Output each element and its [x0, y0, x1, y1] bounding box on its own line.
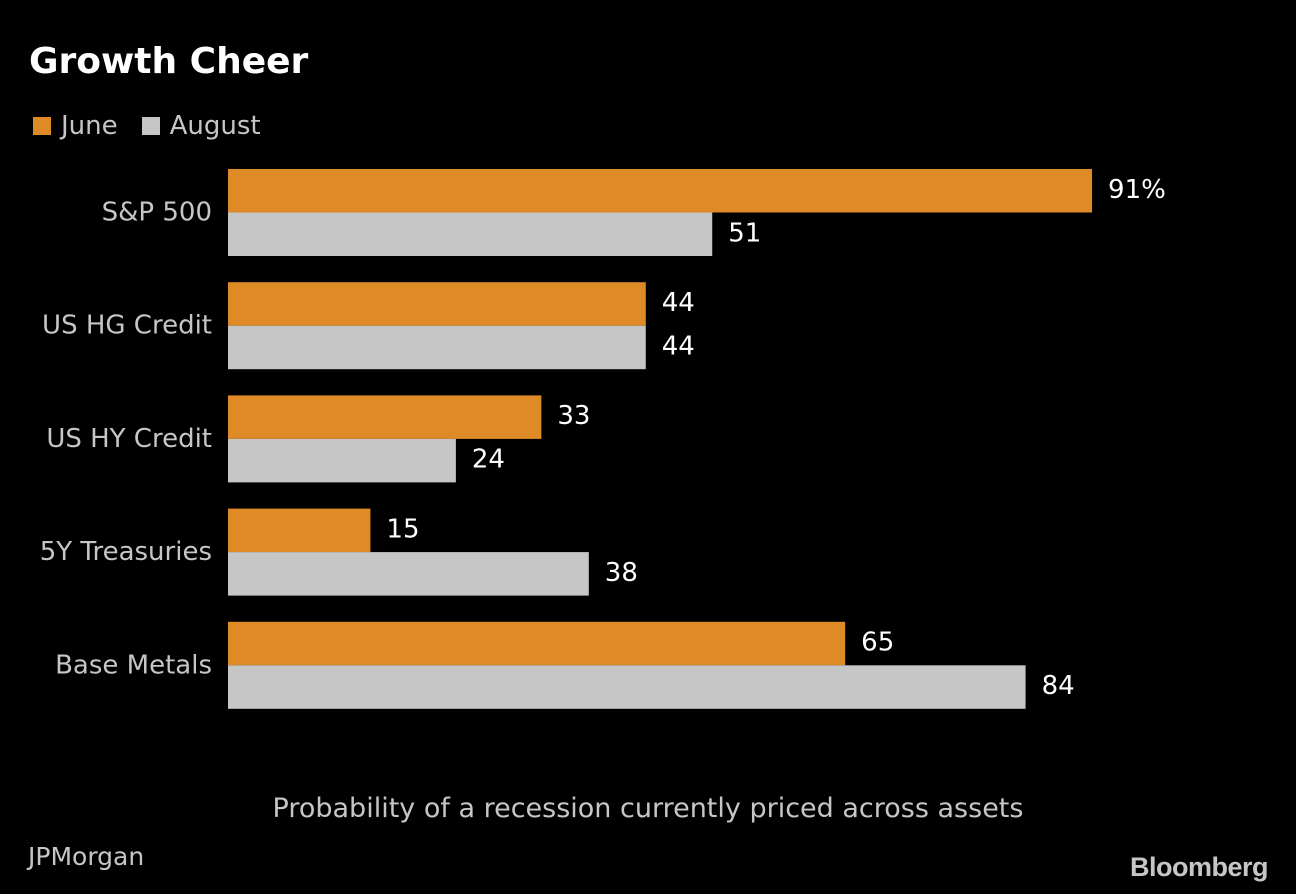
value-label-june-sandp-500: 91%: [1108, 175, 1166, 205]
legend-item-june: June: [33, 111, 118, 141]
bar-june-5y-treasuries: [228, 508, 371, 553]
value-label-august-us-hy-credit: 24: [472, 445, 505, 475]
value-label-august-base-metals: 84: [1042, 671, 1075, 701]
value-label-june-base-metals: 65: [861, 628, 894, 658]
bar-august-us-hg-credit: [228, 325, 646, 370]
source-note: JPMorgan: [28, 842, 145, 871]
bar-june-base-metals: [228, 621, 846, 666]
value-label-june-5y-treasuries: 15: [386, 514, 419, 544]
chart-legend: June August: [33, 110, 285, 142]
legend-swatch-august: [141, 117, 160, 135]
category-label-base-metals: Base Metals: [55, 650, 212, 680]
legend-item-august: August: [141, 111, 261, 141]
value-label-june-us-hg-credit: 44: [662, 288, 695, 318]
category-label-5y-treasuries: 5Y Treasuries: [40, 537, 212, 567]
legend-swatch-june: [33, 117, 51, 135]
legend-label-june: June: [61, 111, 118, 141]
category-label-us-hg-credit: US HG Credit: [42, 311, 212, 341]
x-axis-label: Probability of a recession currently pri…: [272, 793, 1024, 824]
bar-june-sandp-500: [228, 169, 1093, 213]
value-label-august-5y-treasuries: 38: [605, 558, 638, 588]
bar-august-sandp-500: [228, 212, 713, 256]
bar-june-us-hg-credit: [228, 282, 646, 326]
legend-label-august: August: [169, 111, 261, 141]
category-label-us-hy-credit: US HY Credit: [46, 424, 212, 454]
bar-august-base-metals: [228, 665, 1026, 709]
value-label-june-us-hy-credit: 33: [557, 401, 590, 431]
bloomberg-logo: Bloomberg: [1129, 852, 1269, 882]
chart-title: Growth Cheer: [29, 41, 309, 82]
category-label-sandp-500: S&P 500: [102, 198, 212, 228]
bar-june-us-hy-credit: [228, 395, 542, 439]
bar-august-5y-treasuries: [228, 552, 589, 596]
value-label-august-sandp-500: 51: [728, 218, 761, 248]
bar-august-us-hy-credit: [228, 438, 456, 483]
value-label-august-us-hg-credit: 44: [662, 331, 695, 361]
